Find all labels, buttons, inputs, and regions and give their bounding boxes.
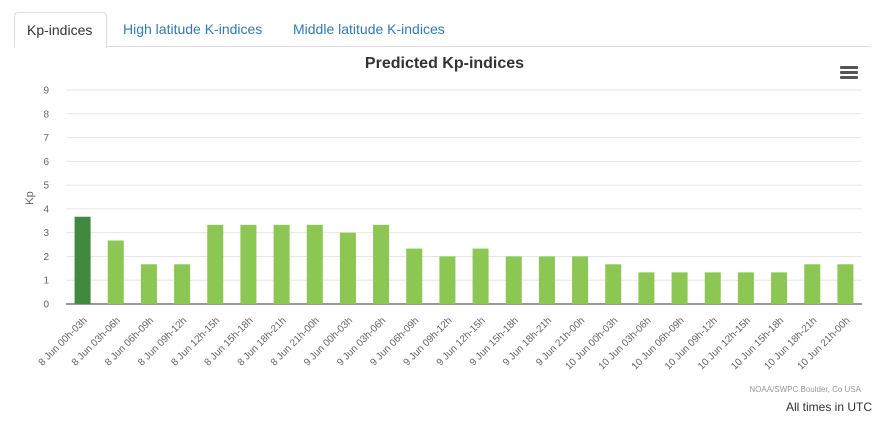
y-tick-label: 7 [43, 133, 49, 144]
bar[interactable] [837, 264, 854, 304]
bar[interactable] [174, 264, 191, 304]
bar[interactable] [240, 224, 257, 304]
y-tick-label: 5 [43, 181, 49, 192]
bar[interactable] [704, 272, 721, 304]
bar[interactable] [472, 248, 489, 304]
bar[interactable] [339, 232, 356, 304]
bar[interactable] [306, 224, 323, 304]
bar[interactable] [406, 248, 423, 304]
bar-layer [74, 216, 854, 304]
y-tick-label: 4 [43, 204, 49, 215]
bar[interactable] [771, 272, 788, 304]
bar[interactable] [273, 224, 290, 304]
y-tick-layer: 0 1 2 3 4 5 6 7 8 9 [43, 86, 49, 311]
tab-kp-indices[interactable]: Kp-indices [14, 12, 107, 48]
bar[interactable] [373, 224, 390, 304]
bar[interactable] [572, 256, 589, 304]
y-tick-label: 1 [43, 276, 49, 287]
y-tick-label: 6 [43, 157, 49, 168]
bar[interactable] [737, 272, 754, 304]
y-tick-label: 3 [43, 228, 49, 239]
credit-text: NOAA/SWPC Boulder, Co USA [749, 385, 861, 394]
bar[interactable] [439, 256, 456, 304]
y-tick-label: 0 [43, 300, 49, 311]
y-tick-label: 9 [43, 86, 49, 97]
bar[interactable] [671, 272, 688, 304]
bar[interactable] [505, 256, 522, 304]
timezone-note: All times in UTC [785, 400, 872, 414]
bar[interactable] [638, 272, 655, 304]
bar[interactable] [804, 264, 821, 304]
y-tick-label: 8 [43, 109, 49, 120]
bar[interactable] [140, 264, 157, 304]
hamburger-menu-icon[interactable] [840, 66, 858, 80]
bar[interactable] [107, 240, 124, 304]
tab-bar: Kp-indices High latitude K-indices Middl… [0, 0, 889, 48]
y-axis-label: Kp [24, 191, 36, 204]
bar[interactable] [207, 224, 224, 304]
tab-divider [14, 46, 871, 47]
tab-middle-latitude-k-indices[interactable]: Middle latitude K-indices [293, 21, 445, 37]
tab-high-latitude-k-indices[interactable]: High latitude K-indices [123, 21, 263, 37]
bar[interactable] [605, 264, 622, 304]
bar[interactable] [74, 216, 91, 304]
y-tick-label: 2 [43, 252, 49, 263]
grid-layer [66, 89, 862, 305]
bar[interactable] [538, 256, 555, 304]
chart-title: Predicted Kp-indices [364, 55, 525, 72]
